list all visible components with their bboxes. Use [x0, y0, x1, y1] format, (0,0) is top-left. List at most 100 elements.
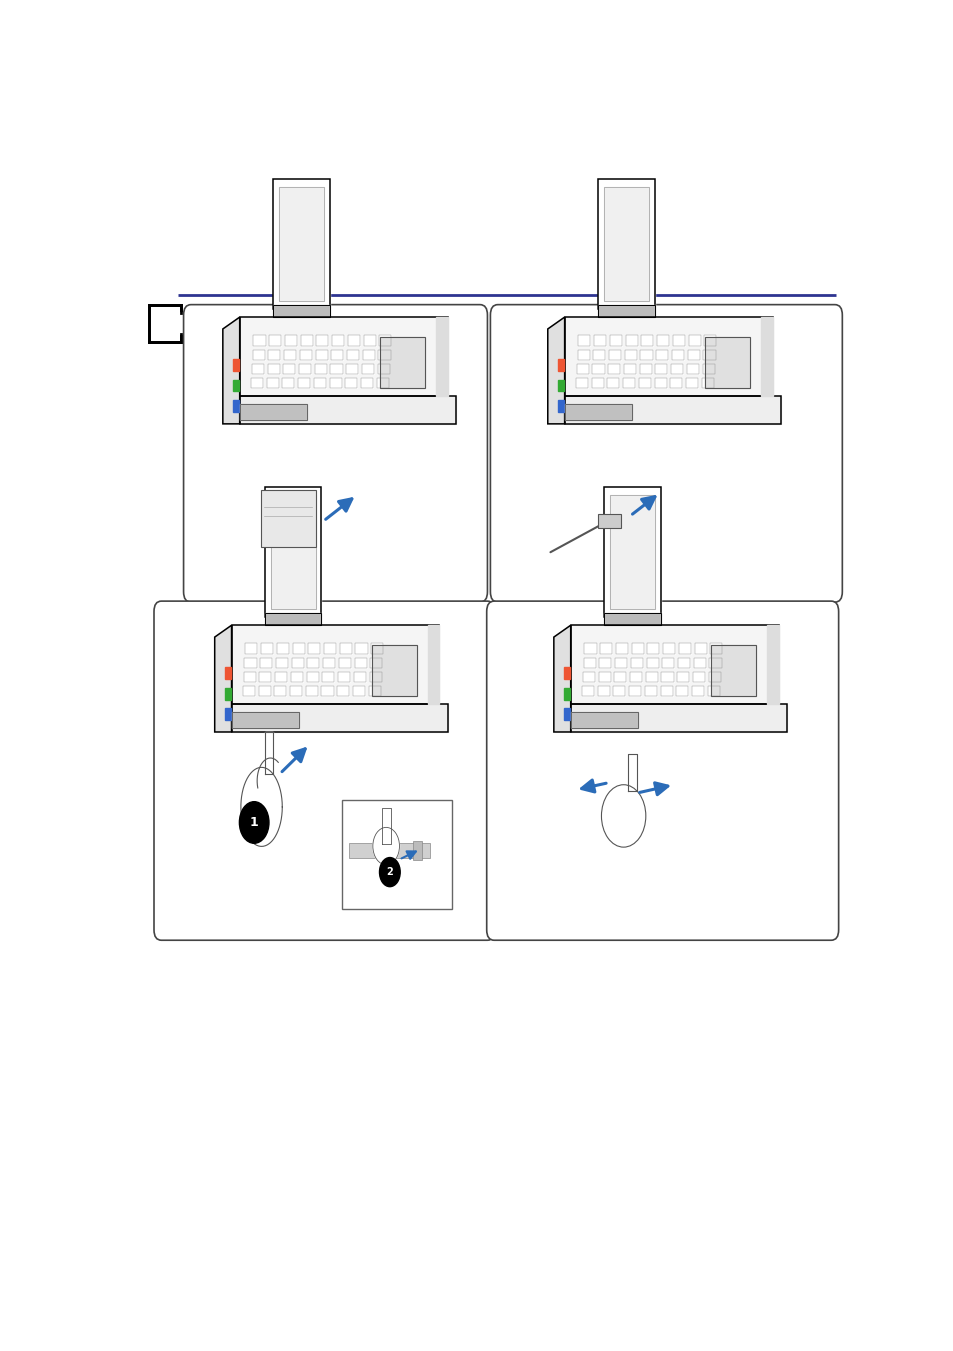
Polygon shape — [353, 686, 365, 696]
Polygon shape — [583, 658, 595, 667]
Polygon shape — [283, 363, 295, 374]
Polygon shape — [370, 658, 382, 667]
Polygon shape — [305, 686, 317, 696]
Polygon shape — [291, 671, 303, 682]
Polygon shape — [701, 363, 714, 374]
Polygon shape — [348, 335, 359, 346]
Polygon shape — [598, 305, 654, 317]
Polygon shape — [645, 671, 658, 682]
Polygon shape — [223, 317, 239, 424]
Polygon shape — [564, 404, 632, 420]
Polygon shape — [693, 658, 705, 667]
Polygon shape — [659, 686, 672, 696]
Polygon shape — [692, 671, 704, 682]
Polygon shape — [282, 378, 294, 388]
Polygon shape — [616, 643, 627, 654]
Polygon shape — [274, 686, 286, 696]
Polygon shape — [345, 378, 357, 388]
Polygon shape — [686, 363, 699, 374]
Polygon shape — [609, 335, 621, 346]
Polygon shape — [688, 335, 700, 346]
Polygon shape — [640, 335, 653, 346]
Polygon shape — [376, 378, 389, 388]
Polygon shape — [614, 671, 626, 682]
Polygon shape — [224, 708, 231, 720]
Polygon shape — [307, 658, 319, 667]
Polygon shape — [622, 378, 635, 388]
Polygon shape — [766, 626, 778, 704]
Polygon shape — [644, 686, 657, 696]
Polygon shape — [598, 658, 611, 667]
Polygon shape — [563, 667, 570, 680]
Polygon shape — [314, 378, 326, 388]
Polygon shape — [704, 336, 749, 388]
Circle shape — [239, 801, 269, 843]
Polygon shape — [314, 363, 327, 374]
Polygon shape — [369, 671, 381, 682]
Polygon shape — [275, 658, 288, 667]
Polygon shape — [284, 350, 295, 359]
Polygon shape — [581, 686, 594, 696]
Polygon shape — [677, 671, 688, 682]
Polygon shape — [232, 626, 439, 704]
Polygon shape — [593, 350, 605, 359]
Polygon shape — [368, 686, 380, 696]
Polygon shape — [274, 671, 287, 682]
Polygon shape — [676, 686, 688, 696]
Polygon shape — [379, 336, 425, 388]
Polygon shape — [547, 317, 564, 424]
Polygon shape — [564, 317, 772, 396]
Polygon shape — [331, 350, 343, 359]
Polygon shape — [355, 658, 366, 667]
Polygon shape — [577, 363, 588, 374]
Polygon shape — [628, 686, 640, 696]
Polygon shape — [232, 704, 447, 732]
Polygon shape — [592, 363, 604, 374]
Polygon shape — [265, 486, 321, 617]
Polygon shape — [259, 671, 272, 682]
Polygon shape — [608, 350, 620, 359]
Polygon shape — [265, 732, 274, 774]
Polygon shape — [324, 643, 335, 654]
Polygon shape — [630, 658, 642, 667]
Polygon shape — [241, 767, 282, 846]
Polygon shape — [355, 643, 367, 654]
Polygon shape — [608, 363, 619, 374]
Polygon shape — [323, 658, 335, 667]
Polygon shape — [428, 626, 439, 704]
Polygon shape — [298, 363, 311, 374]
Circle shape — [600, 785, 645, 847]
Polygon shape — [624, 350, 637, 359]
Polygon shape — [436, 317, 447, 396]
Polygon shape — [594, 335, 605, 346]
Polygon shape — [678, 658, 689, 667]
FancyBboxPatch shape — [490, 304, 841, 603]
Polygon shape — [274, 305, 329, 317]
Polygon shape — [671, 350, 683, 359]
Polygon shape — [243, 686, 254, 696]
Polygon shape — [598, 671, 610, 682]
Polygon shape — [285, 335, 296, 346]
Polygon shape — [360, 378, 373, 388]
Bar — [598, 513, 620, 528]
Polygon shape — [607, 378, 618, 388]
Polygon shape — [577, 350, 589, 359]
FancyBboxPatch shape — [486, 601, 838, 940]
Polygon shape — [258, 686, 271, 696]
Polygon shape — [306, 671, 318, 682]
Polygon shape — [233, 359, 239, 372]
Polygon shape — [708, 671, 720, 682]
Polygon shape — [582, 671, 595, 682]
Polygon shape — [584, 643, 596, 654]
Polygon shape — [639, 363, 651, 374]
Circle shape — [379, 858, 400, 886]
Polygon shape — [691, 686, 703, 696]
FancyBboxPatch shape — [153, 601, 495, 940]
Polygon shape — [707, 686, 720, 696]
Polygon shape — [251, 378, 263, 388]
Polygon shape — [371, 643, 383, 654]
Polygon shape — [346, 363, 358, 374]
Polygon shape — [316, 335, 328, 346]
Polygon shape — [330, 363, 342, 374]
Polygon shape — [679, 643, 690, 654]
